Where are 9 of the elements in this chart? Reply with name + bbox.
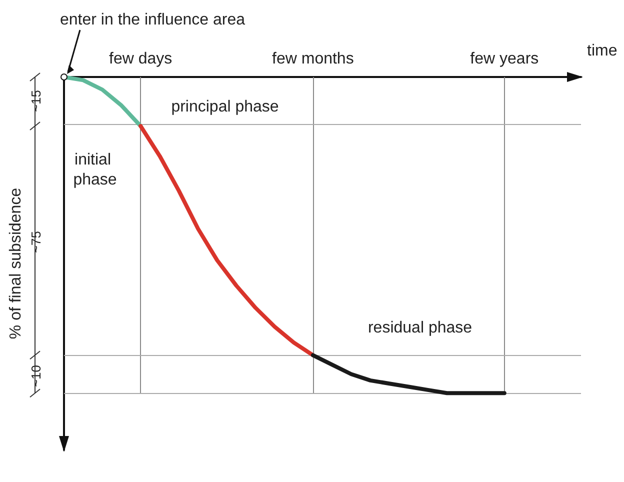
x-tick-label: few months: [272, 50, 354, 68]
x-tick-label: few days: [109, 50, 172, 68]
x-tick-label: few years: [470, 50, 539, 68]
annotation: initial phase: [73, 152, 117, 188]
y-axis-title: % of final subsidence: [8, 188, 24, 340]
annotation: residual phase: [368, 320, 472, 336]
x-axis-title: time: [587, 42, 618, 60]
annotation: principal phase: [171, 98, 279, 116]
text: enter in the influence area: [60, 12, 246, 28]
